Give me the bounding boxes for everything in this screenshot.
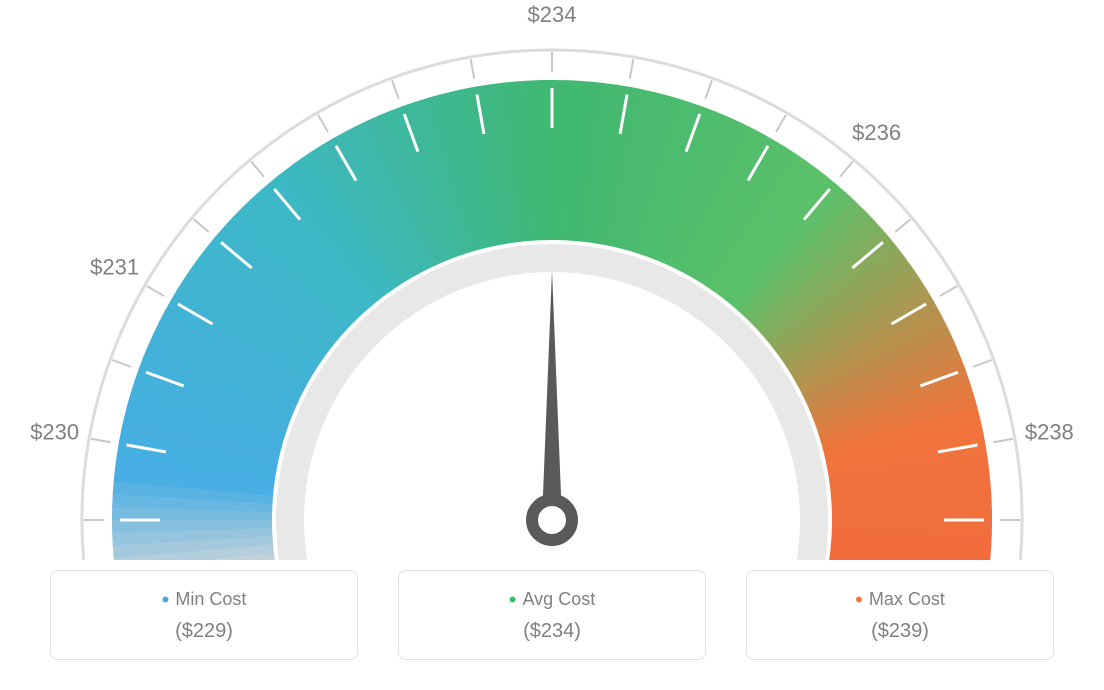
dot-icon: • bbox=[509, 587, 517, 612]
svg-text:$238: $238 bbox=[1025, 419, 1074, 444]
legend-title-max: • Max Cost bbox=[767, 589, 1033, 610]
svg-text:$231: $231 bbox=[90, 255, 139, 280]
legend-card-max: • Max Cost ($239) bbox=[746, 570, 1054, 660]
legend-title-avg: • Avg Cost bbox=[419, 589, 685, 610]
legend-label: Max Cost bbox=[869, 589, 945, 609]
legend-card-min: •Min Cost ($229) bbox=[50, 570, 358, 660]
gauge-chart: $229$230$231$234$236$238$239 bbox=[0, 0, 1104, 560]
legend-title-min: •Min Cost bbox=[71, 589, 337, 610]
legend-value-max: ($239) bbox=[767, 620, 1033, 643]
legend-label: Avg Cost bbox=[523, 589, 596, 609]
dot-icon: • bbox=[162, 587, 170, 612]
legend-row: •Min Cost ($229) •Avg Cost ($234) •Max C… bbox=[0, 570, 1104, 660]
legend-value-min: ($229) bbox=[71, 620, 337, 643]
dot-icon: • bbox=[855, 587, 863, 612]
legend-label: Min Cost bbox=[175, 589, 246, 609]
legend-card-avg: • Avg Cost ($234) bbox=[398, 570, 706, 660]
legend-value-avg: ($234) bbox=[419, 620, 685, 643]
svg-text:$236: $236 bbox=[852, 120, 901, 145]
svg-text:$230: $230 bbox=[30, 419, 79, 444]
svg-text:$234: $234 bbox=[528, 2, 577, 27]
gauge-container: $229$230$231$234$236$238$239 bbox=[0, 0, 1104, 560]
